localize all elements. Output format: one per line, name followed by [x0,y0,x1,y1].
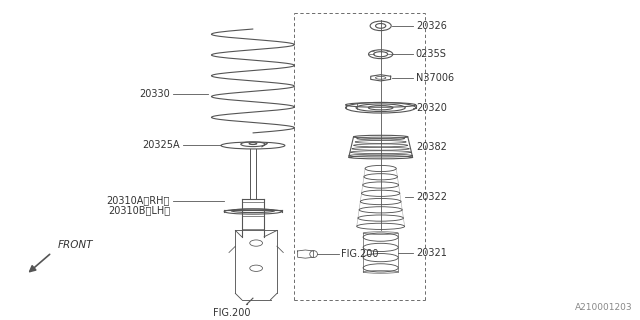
Text: 0235S: 0235S [416,49,447,59]
Text: 20322: 20322 [416,192,447,203]
Text: 20325A: 20325A [142,140,179,150]
Text: N37006: N37006 [416,73,454,83]
Text: FIG.200: FIG.200 [341,249,379,259]
Text: 20321: 20321 [416,247,447,258]
Text: FIG.200: FIG.200 [214,308,251,317]
Text: 20310B〈LH〉: 20310B〈LH〉 [108,205,170,215]
Text: 20320: 20320 [416,103,447,113]
Text: FRONT: FRONT [58,240,93,250]
Text: 20330: 20330 [139,89,170,99]
Text: 20382: 20382 [416,142,447,152]
Text: 20326: 20326 [416,21,447,31]
Text: 20310A〈RH〉: 20310A〈RH〉 [106,196,170,205]
Text: A210001203: A210001203 [575,303,633,312]
Polygon shape [298,250,314,258]
